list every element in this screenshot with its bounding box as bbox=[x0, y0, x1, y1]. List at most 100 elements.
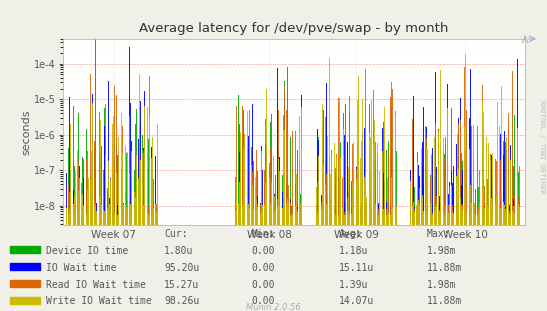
Bar bbox=[444, 157, 445, 225]
Bar bbox=[149, 131, 150, 225]
Bar bbox=[444, 215, 445, 225]
Bar bbox=[152, 137, 153, 225]
Bar bbox=[339, 98, 340, 225]
Bar bbox=[270, 202, 271, 225]
Bar bbox=[100, 203, 101, 225]
Bar bbox=[266, 203, 267, 225]
Bar bbox=[301, 148, 302, 225]
Bar bbox=[438, 132, 439, 225]
Bar bbox=[410, 170, 411, 225]
Bar bbox=[453, 166, 454, 225]
Bar bbox=[455, 130, 456, 225]
Bar bbox=[473, 212, 474, 225]
Bar bbox=[114, 165, 115, 225]
Text: Device IO time: Device IO time bbox=[46, 246, 129, 256]
Bar bbox=[469, 118, 470, 225]
Bar bbox=[496, 206, 497, 225]
Bar bbox=[341, 209, 342, 225]
Bar bbox=[321, 210, 322, 225]
Bar bbox=[504, 214, 505, 225]
Bar bbox=[388, 202, 389, 225]
Bar bbox=[127, 199, 129, 225]
Bar bbox=[110, 214, 112, 225]
Bar bbox=[393, 182, 394, 225]
Bar bbox=[340, 142, 341, 225]
Bar bbox=[105, 211, 106, 225]
Bar bbox=[80, 183, 82, 225]
Bar bbox=[282, 192, 283, 225]
Bar bbox=[269, 163, 270, 225]
Bar bbox=[247, 206, 248, 225]
Bar bbox=[282, 208, 283, 225]
Bar bbox=[392, 212, 393, 225]
Bar bbox=[410, 181, 411, 225]
Bar bbox=[500, 160, 501, 225]
Bar bbox=[105, 136, 106, 225]
Bar bbox=[270, 122, 271, 225]
Bar bbox=[334, 143, 335, 225]
Bar bbox=[235, 207, 236, 225]
Bar bbox=[379, 209, 380, 225]
Bar bbox=[288, 213, 289, 225]
Bar bbox=[323, 203, 324, 225]
Bar bbox=[113, 187, 114, 225]
Bar bbox=[139, 215, 140, 225]
Bar bbox=[366, 197, 367, 225]
Bar bbox=[83, 178, 84, 225]
Bar bbox=[299, 156, 300, 225]
Bar bbox=[281, 119, 282, 225]
Bar bbox=[482, 151, 483, 225]
Bar bbox=[144, 91, 145, 225]
Bar bbox=[330, 208, 331, 225]
Bar bbox=[466, 110, 467, 225]
Bar bbox=[333, 167, 334, 225]
Bar bbox=[417, 162, 418, 225]
Bar bbox=[387, 178, 388, 225]
Bar bbox=[351, 214, 352, 225]
Bar bbox=[260, 203, 261, 225]
Bar bbox=[248, 209, 249, 225]
Bar bbox=[271, 179, 272, 225]
Bar bbox=[413, 148, 414, 225]
Bar bbox=[517, 59, 518, 225]
Bar bbox=[488, 160, 489, 225]
Bar bbox=[296, 203, 297, 225]
Bar bbox=[95, 39, 96, 225]
Bar bbox=[430, 177, 431, 225]
Bar bbox=[327, 207, 328, 225]
Bar bbox=[443, 138, 444, 225]
Bar bbox=[125, 192, 126, 225]
Bar bbox=[113, 156, 114, 225]
Bar bbox=[378, 215, 379, 225]
Bar bbox=[251, 213, 252, 225]
Bar bbox=[115, 173, 117, 225]
Bar bbox=[353, 158, 354, 225]
Bar bbox=[300, 194, 301, 225]
Text: Min:: Min: bbox=[252, 229, 275, 239]
Text: 11.88m: 11.88m bbox=[427, 262, 462, 272]
Bar bbox=[361, 141, 362, 225]
Bar bbox=[251, 209, 252, 225]
Bar bbox=[461, 209, 462, 225]
Bar bbox=[371, 213, 373, 225]
Bar bbox=[431, 155, 432, 225]
Bar bbox=[392, 207, 393, 225]
Bar bbox=[374, 185, 375, 225]
Bar bbox=[383, 209, 384, 225]
Bar bbox=[69, 192, 70, 225]
Bar bbox=[347, 142, 348, 225]
Bar bbox=[282, 175, 283, 225]
Bar bbox=[413, 215, 414, 225]
Bar bbox=[431, 215, 432, 225]
Bar bbox=[148, 205, 149, 225]
Bar bbox=[78, 191, 79, 225]
Bar bbox=[80, 215, 82, 225]
Bar bbox=[386, 209, 387, 225]
Bar bbox=[423, 183, 424, 225]
Bar bbox=[347, 198, 348, 225]
Bar bbox=[295, 184, 296, 225]
Bar bbox=[480, 202, 481, 225]
Bar bbox=[114, 215, 115, 225]
Bar bbox=[465, 151, 466, 225]
Bar bbox=[348, 167, 349, 225]
